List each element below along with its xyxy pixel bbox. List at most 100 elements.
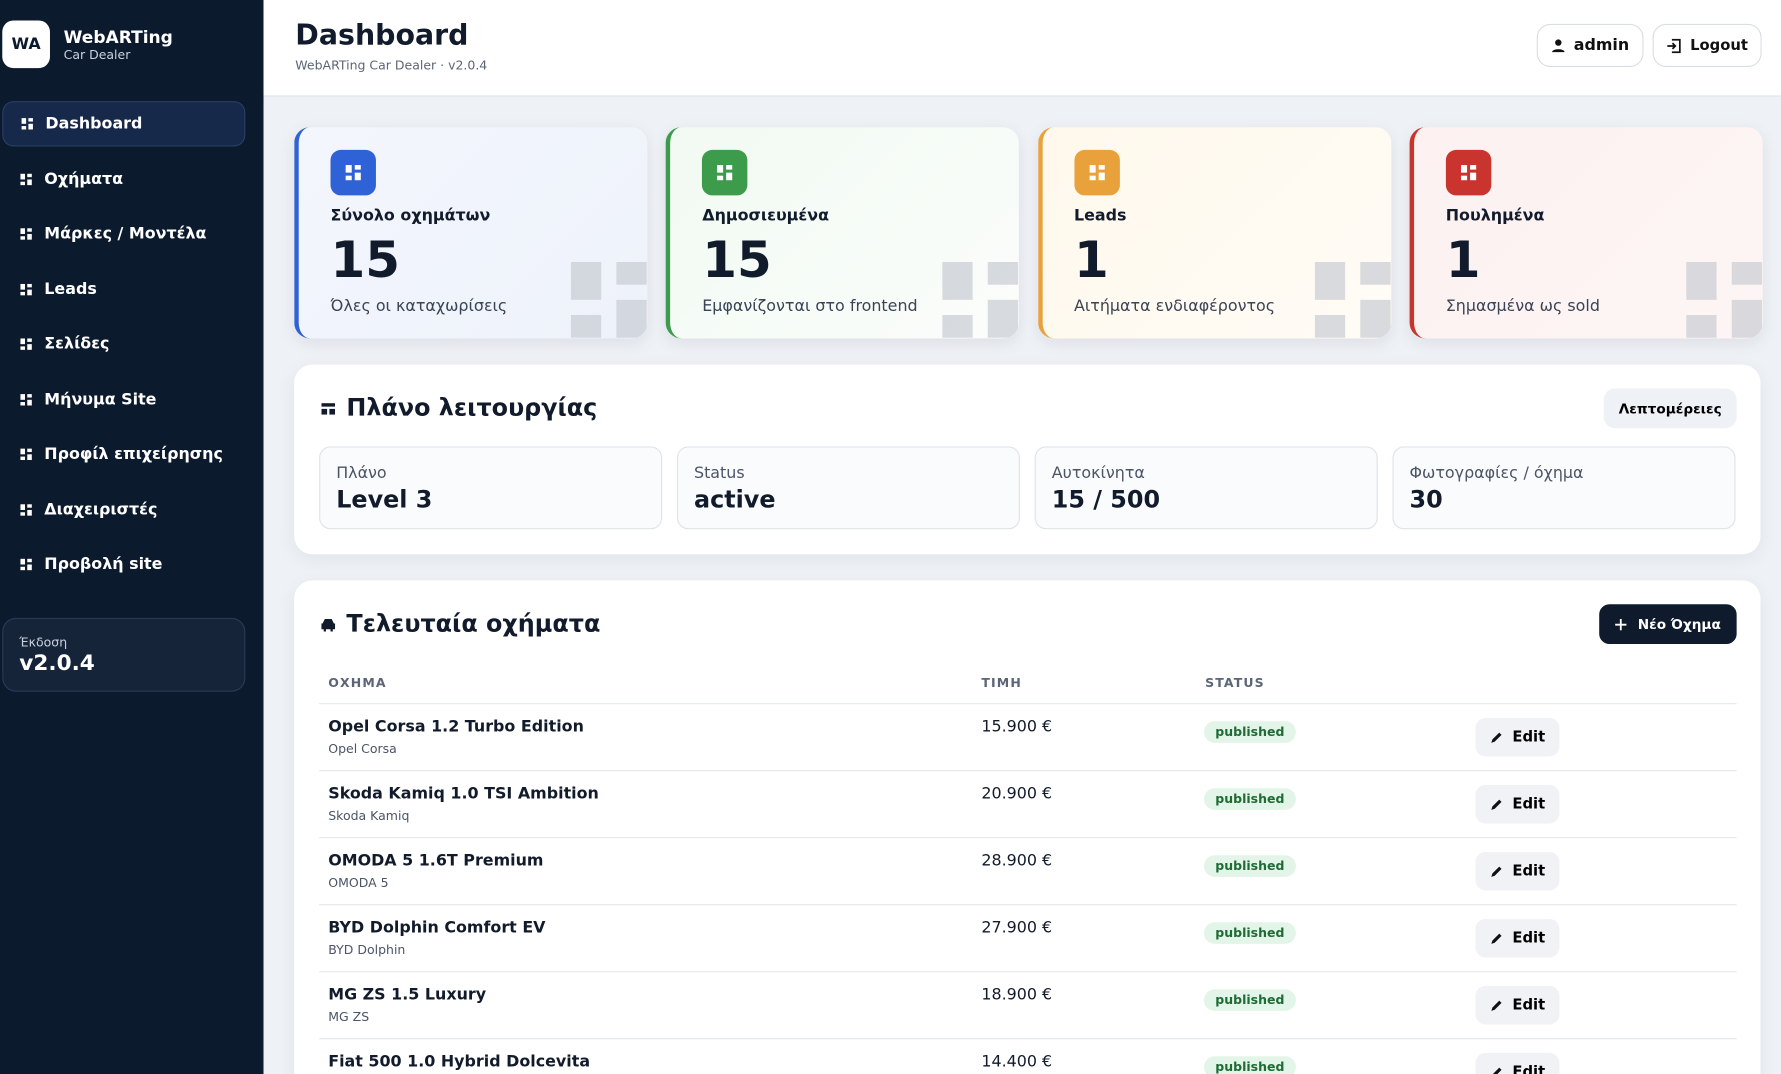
page-title: Dashboard: [295, 18, 469, 52]
status-cell: published: [1203, 719, 1296, 743]
stat-icon: [1074, 149, 1120, 196]
status-badge: published: [1203, 989, 1296, 1011]
icon: [1460, 165, 1477, 181]
column-header: ΤΙΜΗ: [981, 675, 1022, 691]
menu-item[interactable]: Μήνυμα Site: [2, 377, 245, 422]
status-cell: published: [1203, 987, 1296, 1011]
user-button[interactable]: admin: [1536, 23, 1644, 68]
status-cell: published: [1203, 920, 1296, 944]
plan-icon: [321, 403, 336, 415]
icon: [20, 173, 32, 185]
icon: [570, 261, 647, 338]
status-cell: published: [1203, 853, 1296, 877]
plan-title: Πλάνο λειτουργίας: [346, 394, 598, 422]
edit-button[interactable]: Edit: [1475, 851, 1560, 891]
version: v2.0.4: [19, 650, 95, 676]
icon: [20, 503, 32, 516]
edit-button[interactable]: Edit: [1475, 784, 1560, 824]
menu-item[interactable]: Οχήματα: [2, 156, 245, 201]
stat-value: 1: [1445, 231, 1481, 290]
menu-label: Προφίλ επιχείρησης: [44, 445, 223, 464]
header: Dashboard WebARTing Car Dealer · v2.0.4 …: [263, 0, 1781, 97]
plan-item-value: 30: [1409, 486, 1443, 514]
stat-note: Αιτήματα ενδιαφέροντος: [1074, 297, 1276, 316]
table-row: Fiat 500 1.0 Hybrid DolcevitaFiat 50014.…: [319, 1038, 1737, 1074]
new-vehicle-button[interactable]: Νέο Όχημα: [1599, 604, 1737, 644]
menu-item[interactable]: Dashboard: [2, 101, 246, 147]
menu-item[interactable]: Προφίλ επιχείρησης: [2, 432, 245, 477]
menu-label: Dashboard: [45, 114, 143, 133]
status-cell: published: [1203, 786, 1296, 810]
menu-item[interactable]: Μάρκες / Μοντέλα: [2, 211, 245, 256]
menu-item[interactable]: Διαχειριστές: [2, 487, 245, 532]
brand: WebARTing: [63, 27, 173, 48]
user-name: admin: [1573, 36, 1630, 55]
icon: [1314, 261, 1391, 338]
icon: [20, 228, 32, 240]
edit-label: Edit: [1512, 728, 1546, 746]
icon: [20, 338, 32, 350]
version-box: Έκδοση v2.0.4: [2, 617, 246, 692]
edit-button[interactable]: Edit: [1475, 918, 1560, 958]
status-cell: published: [1203, 1054, 1296, 1074]
stat-card: Leads 1 Αιτήματα ενδιαφέροντος: [1037, 127, 1391, 339]
page-subtitle: WebARTing Car Dealer · v2.0.4: [295, 57, 488, 73]
stat-card: Πουλημένα 1 Σημασμένα ως sold: [1409, 127, 1763, 339]
status-badge: published: [1203, 721, 1296, 743]
edit-label: Edit: [1512, 795, 1546, 813]
logout-button[interactable]: Logout: [1652, 23, 1762, 68]
plan-item: Status active: [676, 446, 1020, 530]
pencil-icon: [1490, 933, 1502, 944]
icon: [1686, 261, 1762, 338]
vehicles-title: Τελευταία οχήματα: [346, 609, 601, 638]
menu-item[interactable]: Προβολή site: [2, 542, 245, 587]
status-badge: published: [1203, 922, 1296, 944]
vehicle-name: Skoda Kamiq 1.0 TSI Ambition: [328, 784, 599, 804]
edit-label: Edit: [1512, 929, 1546, 947]
menu-item[interactable]: Leads: [2, 266, 245, 311]
menu-label: Leads: [44, 279, 97, 299]
stat-value: 15: [330, 231, 401, 290]
icon: [1089, 165, 1105, 181]
vehicle-model: OMODA 5: [328, 875, 389, 891]
menu-item[interactable]: Σελίδες: [2, 321, 245, 366]
details-button[interactable]: Λεπτομέρειες: [1603, 388, 1737, 429]
icon: [20, 393, 32, 405]
vehicles-panel: Τελευταία οχήματα Νέο Όχημα ΟΧΗΜΑ ΤΙΜΗ STA…: [294, 580, 1761, 1074]
plus-icon: [1614, 618, 1627, 630]
table-row: Skoda Kamiq 1.0 TSI Ambition Skoda Kamiq 2…: [319, 770, 1737, 838]
pencil-icon: [1490, 866, 1502, 877]
edit-button[interactable]: Edit: [1475, 717, 1560, 757]
table-row: Opel Corsa 1.2 Turbo Edition Opel Corsa 15…: [319, 703, 1737, 771]
stat-value: 15: [702, 231, 772, 290]
stat-note: Εμφανίζονται στο frontend: [702, 297, 918, 316]
plan-item-label: Φωτογραφίες / όχημα: [1409, 464, 1584, 483]
vehicle-price: 28.900 €: [981, 851, 1053, 871]
vehicle-model: Opel Corsa: [328, 741, 397, 757]
vehicle-model: BYD Dolphin: [328, 942, 406, 958]
menu-label: Οχήματα: [44, 169, 124, 188]
plan-item-value: active: [693, 486, 776, 514]
icon: [717, 165, 733, 181]
logo: WA: [2, 20, 50, 69]
plan-item: Φωτογραφίες / όχημα 30: [1392, 446, 1736, 530]
stat-note: Σημασμένα ως sold: [1445, 297, 1600, 316]
edit-label: Edit: [1512, 1063, 1546, 1074]
stat-label: Πουλημένα: [1445, 206, 1545, 225]
pencil-icon: [1490, 732, 1502, 743]
icon: [20, 283, 32, 295]
pencil-icon: [1492, 1067, 1502, 1074]
menu-label: Διαχειριστές: [44, 500, 158, 519]
stat-note: Όλες οι καταχωρίσεις: [330, 297, 508, 316]
edit-button[interactable]: Edit: [1475, 985, 1560, 1025]
edit-button[interactable]: Edit: [1475, 1052, 1560, 1074]
status-badge: published: [1203, 788, 1296, 810]
table-row: OMODA 5 1.6T Premium OMODA 5 28.900 € publi…: [319, 837, 1737, 905]
edit-label: Edit: [1512, 996, 1546, 1014]
vehicle-name: Opel Corsa 1.2 Turbo Edition: [328, 717, 584, 736]
car-icon: [321, 619, 336, 632]
stat-value: 1: [1074, 231, 1109, 290]
plan-item: Πλάνο Level 3: [319, 446, 663, 530]
